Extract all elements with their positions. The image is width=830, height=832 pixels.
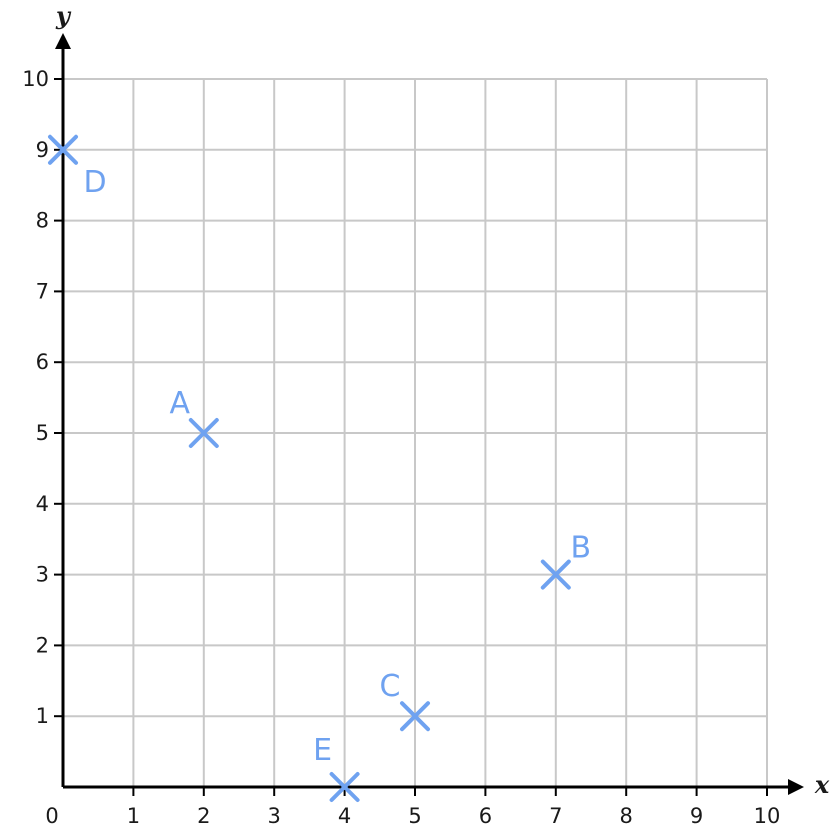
point-marker	[400, 701, 430, 732]
point-d: D	[48, 134, 107, 200]
x-tick-label: 7	[549, 804, 562, 828]
y-tick-label: 5	[36, 421, 49, 445]
y-tick-label: 1	[36, 704, 49, 728]
x-tick-label: 10	[754, 804, 781, 828]
point-label: C	[380, 669, 401, 704]
y-tick-label: 10	[22, 67, 49, 91]
x-tick-label: 5	[408, 804, 421, 828]
x-tick-label: 9	[690, 804, 703, 828]
point-c: C	[380, 669, 430, 732]
x-tick-label: 2	[197, 804, 210, 828]
point-a: A	[170, 386, 219, 448]
y-tick-label: 2	[36, 633, 49, 657]
y-tick-label: 7	[36, 279, 49, 303]
point-label: A	[170, 386, 191, 421]
x-axis-arrow	[788, 779, 804, 795]
y-tick-label: 3	[36, 563, 49, 587]
x-axis-label: x	[814, 770, 830, 799]
point-marker	[329, 772, 360, 802]
x-tick-label: 8	[620, 804, 633, 828]
plotted-points: A B C D E	[48, 134, 592, 802]
x-tick-label: 4	[338, 804, 351, 828]
point-label: E	[313, 733, 332, 768]
point-label: D	[83, 165, 106, 200]
point-b: B	[540, 531, 592, 590]
x-tick-label: 6	[479, 804, 492, 828]
point-marker	[48, 134, 78, 165]
origin-label: 0	[45, 804, 58, 828]
tick-labels: 1 2 3 4 5 6 7 8 9 10 1 2 3 4 5 6 7 8 9 10	[22, 67, 780, 828]
point-marker	[188, 418, 219, 448]
x-tick-label: 1	[127, 804, 140, 828]
y-axis-arrow	[55, 33, 71, 49]
axes	[55, 33, 804, 795]
point-marker	[540, 559, 571, 590]
x-tick-label: 3	[268, 804, 281, 828]
y-axis-label: y	[55, 1, 72, 30]
grid-lines	[63, 78, 768, 787]
axis-ticks	[54, 78, 768, 796]
y-tick-label: 9	[36, 138, 49, 162]
point-label: B	[571, 531, 592, 566]
y-tick-label: 4	[36, 492, 49, 516]
y-tick-label: 8	[36, 209, 49, 233]
point-e: E	[313, 733, 360, 802]
y-tick-label: 6	[36, 350, 49, 374]
